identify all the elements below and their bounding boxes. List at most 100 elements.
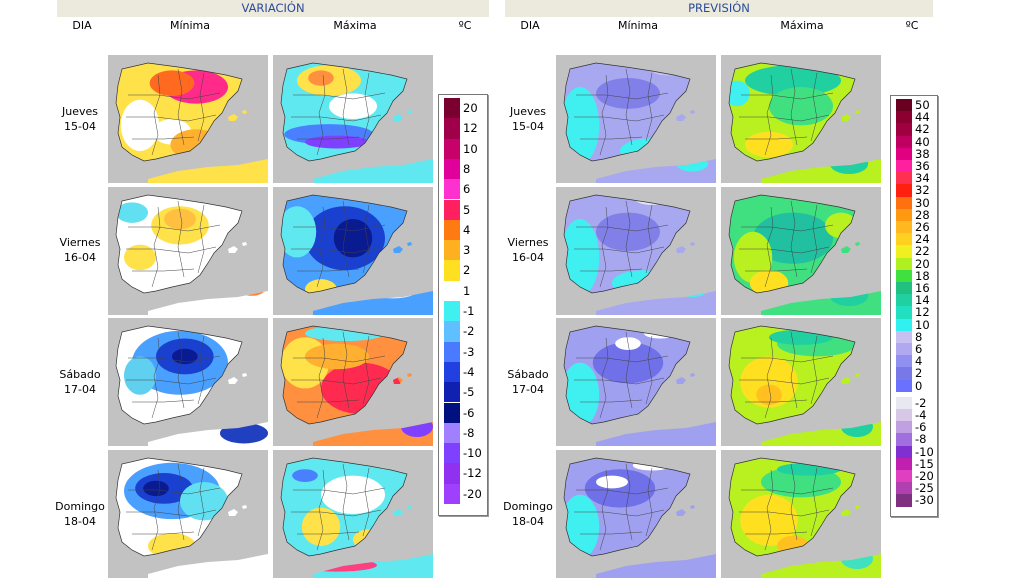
legend-swatch: [444, 463, 460, 484]
variation-min-map: [108, 318, 268, 446]
forecast-col-maxima: Máxima: [780, 19, 824, 32]
legend-swatch: [896, 433, 912, 446]
legend-label: 4: [463, 222, 471, 237]
legend-swatch: [896, 294, 912, 307]
variation-col-maxima: Máxima: [333, 19, 377, 32]
legend-swatch: [896, 196, 912, 209]
forecast-legend-entry: 22: [891, 245, 937, 258]
forecast-legend-entry: 30: [891, 195, 937, 210]
legend-label: -3: [463, 344, 475, 359]
variation-max-map: [273, 450, 433, 578]
variation-legend-entry: 2: [439, 260, 487, 281]
legend-swatch: [444, 138, 460, 159]
legend-swatch: [896, 257, 912, 270]
forecast-header: PREVISIÓN: [505, 0, 933, 17]
legend-label: 50: [915, 98, 930, 112]
variation-legend-entry: -5: [439, 382, 487, 403]
legend-label: -30: [915, 493, 934, 508]
variation-col-minima: Mínima: [169, 19, 211, 32]
legend-label: 44: [915, 110, 930, 125]
forecast-legend-entry: 10: [891, 317, 937, 332]
variation-legend-entry: 5: [439, 199, 487, 220]
day-label: Domingo 18-04: [503, 500, 553, 528]
legend-swatch: [444, 118, 460, 139]
legend-swatch: [896, 396, 912, 409]
legend-label: 6: [915, 342, 923, 356]
forecast-legend-entry: 12: [891, 306, 937, 319]
legend-swatch: [444, 382, 460, 403]
variation-legend-entry: -6: [439, 402, 487, 423]
legend-label: -10: [463, 446, 482, 461]
legend-label: 10: [463, 141, 478, 156]
legend-label: 32: [915, 183, 930, 198]
forecast-col-unit: ºC: [905, 19, 919, 32]
legend-label: -1: [463, 304, 475, 318]
legend-swatch: [896, 409, 912, 422]
forecast-legend-entry: 44: [891, 111, 937, 123]
forecast-col-minima: Mínima: [617, 19, 659, 32]
legend-label: 20: [463, 101, 478, 115]
legend-swatch: [896, 445, 912, 458]
variation-legend-entry: -4: [439, 361, 487, 383]
legend-swatch: [444, 402, 460, 423]
legend-label: 28: [915, 207, 930, 222]
forecast-legend-entry: 14: [891, 294, 937, 306]
forecast-max-map: [721, 55, 881, 183]
legend-swatch: [896, 160, 912, 173]
legend-swatch: [896, 184, 912, 197]
legend-label: 40: [915, 134, 930, 149]
variation-col-dia: DIA: [72, 19, 92, 32]
forecast-legend-entry: 42: [891, 123, 937, 136]
legend-label: -4: [463, 364, 475, 379]
legend-label: -8: [915, 432, 927, 447]
forecast-min-map: [556, 55, 716, 183]
forecast-legend-entry: 2: [891, 367, 937, 380]
variation-min-map: [108, 187, 268, 315]
forecast-min-map: [556, 187, 716, 315]
legend-swatch: [896, 147, 912, 160]
variation-legend-entry: -1: [439, 301, 487, 322]
variation-max-map: [273, 187, 433, 315]
legend-swatch: [896, 282, 912, 295]
forecast-legend-entry: -8: [891, 432, 937, 447]
legend-label: 30: [915, 195, 930, 210]
legend-swatch: [444, 280, 460, 301]
legend-swatch: [896, 135, 912, 148]
legend-label: 8: [463, 161, 471, 176]
forecast-legend-entry: -6: [891, 421, 937, 433]
legend-swatch: [896, 470, 912, 483]
day-label: Viernes 16-04: [507, 236, 549, 264]
day-label: Sábado 17-04: [59, 368, 101, 396]
legend-label: 38: [915, 146, 930, 161]
legend-swatch: [896, 343, 912, 356]
forecast-legend-entry: 32: [891, 183, 937, 198]
forecast-legend-entry: -2: [891, 397, 937, 409]
legend-swatch: [444, 260, 460, 281]
legend-label: -4: [915, 408, 927, 422]
variation-min-map: [108, 450, 268, 578]
legend-swatch: [896, 482, 912, 495]
legend-swatch: [444, 361, 460, 383]
forecast-legend-entry: 26: [891, 221, 937, 233]
legend-label: -6: [915, 420, 927, 435]
variation-header: VARIACIÓN: [57, 0, 489, 17]
legend-swatch: [896, 233, 912, 246]
legend-swatch: [896, 494, 912, 507]
variation-max-map: [273, 318, 433, 446]
forecast-legend-entry: -25: [891, 482, 937, 494]
legend-swatch: [896, 111, 912, 124]
legend-label: 10: [915, 317, 930, 332]
day-label: Sábado 17-04: [507, 368, 549, 396]
legend-label: 34: [915, 171, 930, 186]
legend-label: 8: [915, 329, 923, 344]
legend-label: -20: [915, 469, 934, 483]
forecast-legend-entry: 8: [891, 331, 937, 343]
legend-label: 6: [463, 182, 471, 197]
legend-swatch: [896, 99, 912, 112]
legend-label: 3: [463, 243, 471, 258]
legend-swatch: [896, 379, 912, 392]
legend-swatch: [444, 240, 460, 261]
legend-swatch: [444, 158, 460, 180]
legend-label: -12: [463, 466, 482, 481]
forecast-legend-entry: -15: [891, 458, 937, 470]
